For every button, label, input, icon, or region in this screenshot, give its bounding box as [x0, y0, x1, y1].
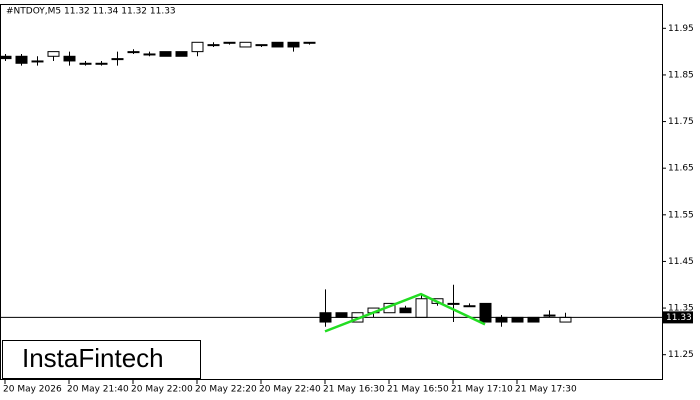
x-tick-label: 20 May 22:20 [195, 385, 257, 395]
candle-body [447, 302, 460, 305]
candle-body [303, 41, 316, 44]
candle-body [127, 51, 140, 54]
candle-body [191, 41, 204, 53]
x-tick-label: 20 May 2026 [3, 385, 62, 395]
candle-body [511, 316, 524, 323]
candle-body [175, 51, 188, 57]
candle-body [255, 44, 268, 47]
candle-body [0, 55, 12, 60]
candle-body [335, 312, 348, 318]
candle-body [95, 62, 108, 65]
y-tick-label: 11.25 [668, 350, 694, 360]
candle-body [207, 44, 220, 47]
y-tick-label: 11.75 [668, 117, 694, 127]
candle-body [287, 41, 300, 48]
candle-body [15, 55, 28, 64]
candle-body [559, 316, 572, 323]
y-tick-label: 11.55 [668, 210, 694, 220]
candle-body [239, 41, 252, 48]
brand-logo: InstaFintech [22, 343, 164, 373]
x-tick-label: 21 May 17:30 [515, 385, 577, 395]
candle-body [495, 316, 508, 323]
pattern-line [324, 292, 486, 333]
x-tick-label: 21 May 16:50 [387, 385, 449, 395]
candle-body [31, 60, 44, 63]
candle-body [271, 41, 284, 48]
candle-body [63, 55, 76, 62]
candle-body [543, 314, 556, 317]
y-tick-label: 11.95 [668, 24, 694, 34]
y-tick-label: 11.65 [668, 164, 694, 174]
y-tick-label: 11.85 [668, 70, 694, 80]
candle-body [399, 307, 412, 314]
candle-body [463, 305, 476, 308]
candle-body [415, 298, 428, 318]
chart-title: #NTDOY,M5 11.32 11.34 11.32 11.33 [6, 7, 176, 17]
x-tick-label: 20 May 21:40 [67, 385, 129, 395]
candle-body [79, 62, 92, 65]
candle-body [159, 51, 172, 57]
candle-body [143, 53, 156, 56]
candle-body [47, 51, 60, 57]
candle-body [111, 58, 124, 61]
y-tick-label: 11.45 [668, 257, 694, 267]
x-tick-label: 20 May 22:40 [259, 385, 321, 395]
candle-body [223, 41, 236, 44]
x-tick-label: 21 May 17:10 [451, 385, 513, 395]
x-tick-label: 21 May 16:30 [323, 385, 385, 395]
last-price-label: 11.33 [666, 313, 692, 323]
y-tick-label: 11.35 [668, 304, 694, 314]
plot-frame [0, 4, 663, 380]
last-price-box [663, 311, 693, 324]
candle-body [479, 302, 492, 323]
candle-body [527, 316, 540, 323]
brand-box [2, 340, 201, 379]
x-tick-label: 20 May 22:00 [131, 385, 193, 395]
